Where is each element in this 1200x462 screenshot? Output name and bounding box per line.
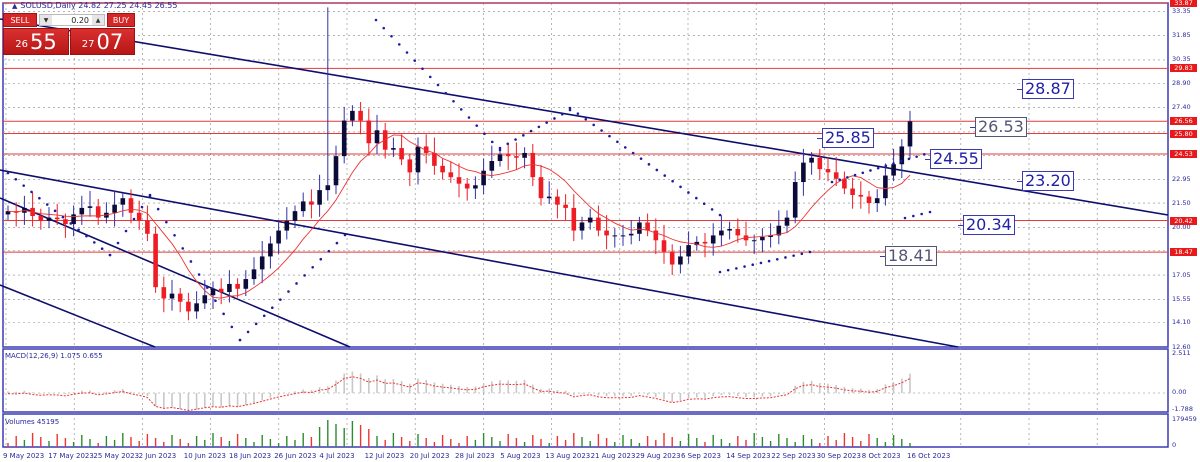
increase-arrow-icon[interactable]: ▲ <box>92 15 104 25</box>
level-label[interactable]: 26.53 <box>970 117 1027 137</box>
price-level-tag: 25.80 <box>1170 129 1197 138</box>
date-tick: 28 Jul 2023 <box>455 452 495 460</box>
date-tick: 6 Sep 2023 <box>681 452 721 460</box>
indicator-tick: -1.788 <box>1172 405 1193 413</box>
date-tick: 9 May 2023 <box>3 452 45 460</box>
sell-price-pips: 55 <box>30 30 57 54</box>
price-level-tag: 18.47 <box>1170 248 1197 257</box>
price-level-tag: 33.87 <box>1170 0 1197 7</box>
price-level-tag: 26.56 <box>1170 117 1197 126</box>
decrease-arrow-icon[interactable]: ▼ <box>40 15 52 25</box>
indicator-tick: 179459 <box>1172 415 1197 423</box>
indicator-tick: 0 <box>1172 441 1177 449</box>
buy-price-pips: 07 <box>96 30 124 54</box>
volumes-label: Volumes 45195 <box>5 418 60 426</box>
buy-price-prefix: 27 <box>81 39 95 50</box>
date-tick: 29 Aug 2023 <box>635 452 681 460</box>
sell-price-prefix: 26 <box>15 39 28 50</box>
indicator-tick: 0.00 <box>1172 388 1187 396</box>
price-tick: 17.05 <box>1172 270 1191 279</box>
level-label[interactable]: 28.87 <box>1017 79 1074 99</box>
price-tick: 12.60 <box>1172 342 1191 351</box>
sell-button[interactable]: SELL <box>3 13 37 27</box>
date-tick: 20 Jul 2023 <box>409 452 450 460</box>
price-tick: 33.35 <box>1172 6 1191 15</box>
chart-title: ▲ SOLUSD,Daily 24.82 27.25 24.45 26.55 <box>12 1 178 10</box>
date-tick: 10 Jun 2023 <box>183 452 226 460</box>
date-tick: 22 Sep 2023 <box>771 452 816 460</box>
macd-label: MACD(12,26,9) 1.075 0.655 <box>5 352 103 360</box>
date-tick: 14 Sep 2023 <box>726 452 771 460</box>
level-label[interactable]: 23.20 <box>1017 171 1074 191</box>
buy-price-button[interactable]: 27 07 <box>70 28 135 55</box>
date-tick: 2 Jun 2023 <box>138 452 177 460</box>
price-tick: 14.10 <box>1172 318 1191 327</box>
price-tick: 15.55 <box>1172 294 1191 303</box>
sell-price-button[interactable]: 26 55 <box>3 28 69 55</box>
date-tick: 8 Oct 2023 <box>861 452 901 460</box>
date-tick: 13 Aug 2023 <box>545 452 591 460</box>
date-tick: 18 Jun 2023 <box>229 452 272 460</box>
date-tick: 21 Aug 2023 <box>590 452 636 460</box>
level-label[interactable]: 20.34 <box>958 215 1015 235</box>
lot-size-input[interactable]: 0.20 <box>71 15 89 25</box>
one-click-trading-panel: SELL ▼ 0.20 ▲ BUY 26 55 27 07 <box>3 13 135 55</box>
price-tick: 22.95 <box>1172 175 1191 184</box>
price-tick: 27.40 <box>1172 103 1191 112</box>
date-tick: 12 Jul 2023 <box>364 452 405 460</box>
price-tick: 31.85 <box>1172 31 1191 40</box>
price-level-tag: 24.53 <box>1170 150 1197 159</box>
date-tick: 4 Jul 2023 <box>319 452 355 460</box>
date-tick: 25 May 2023 <box>93 452 140 460</box>
price-tick: 30.35 <box>1172 55 1191 64</box>
level-label[interactable]: 25.85 <box>817 128 874 148</box>
price-level-tag: 29.83 <box>1170 64 1197 73</box>
price-level-tag: 20.42 <box>1170 216 1197 225</box>
date-tick: 30 Sep 2023 <box>816 452 861 460</box>
price-tick: 28.90 <box>1172 78 1191 87</box>
date-tick: 17 May 2023 <box>48 452 94 460</box>
level-label[interactable]: 24.55 <box>925 149 982 169</box>
date-tick: 5 Aug 2023 <box>500 452 541 460</box>
price-tick: 21.50 <box>1172 198 1191 207</box>
buy-button[interactable]: BUY <box>107 13 135 27</box>
date-tick: 26 Jun 2023 <box>274 452 317 460</box>
price-tick: 20.00 <box>1172 222 1191 231</box>
lot-size-stepper[interactable]: ▼ 0.20 ▲ <box>39 14 105 26</box>
date-tick: 16 Oct 2023 <box>907 452 951 460</box>
collapse-triangle-icon[interactable]: ▲ <box>12 2 18 10</box>
indicator-tick: 2.511 <box>1172 349 1191 357</box>
level-label[interactable]: 18.41 <box>880 246 937 266</box>
